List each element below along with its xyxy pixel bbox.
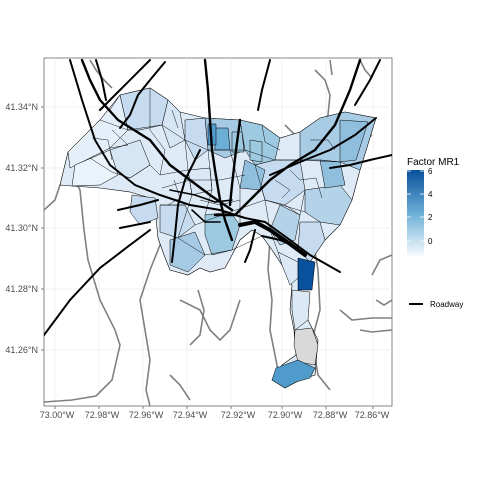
roadways [44, 58, 392, 336]
x-tick-label: 72.92°W [221, 410, 256, 420]
tract [214, 127, 231, 151]
legend-colorbar [407, 170, 424, 256]
y-tick-label: 41.30°N [5, 223, 38, 233]
x-tick-label: 72.86°W [355, 410, 390, 420]
y-tick-label: 41.34°N [5, 102, 38, 112]
x-tick-label: 72.94°W [173, 410, 208, 420]
x-tick-label: 72.96°W [129, 410, 164, 420]
y-tick-label: 41.26°N [5, 345, 38, 355]
legend-tick-label: 4 [428, 190, 433, 199]
tract [277, 251, 299, 286]
roadway-legend-label: Roadway [430, 300, 463, 309]
legend: Factor MR1 0 2 4 6 Roadway [407, 157, 463, 309]
y-tick-label: 41.32°N [5, 163, 38, 173]
legend-tick-label: 0 [428, 237, 433, 246]
tract [184, 117, 209, 161]
tract [291, 289, 311, 331]
x-tick-label: 72.98°W [85, 410, 120, 420]
legend-tick-label: 2 [428, 213, 433, 222]
axis-ticks [41, 106, 374, 409]
tract-lines [89, 88, 341, 256]
x-axis-labels: 73.00°W 72.98°W 72.96°W 72.94°W 72.92°W … [40, 410, 390, 420]
tract-na [293, 327, 319, 366]
y-axis-labels: 41.26°N 41.28°N 41.30°N 41.32°N 41.34°N [5, 102, 38, 355]
legend-title: Factor MR1 [407, 157, 460, 168]
x-tick-label: 72.88°W [313, 410, 348, 420]
tract [271, 359, 316, 389]
legend-tick-label: 6 [428, 167, 433, 176]
tract [249, 139, 263, 163]
x-tick-label: 72.90°W [268, 410, 303, 420]
tract [169, 231, 206, 273]
tract [297, 257, 316, 291]
x-tick-label: 73.00°W [40, 410, 75, 420]
y-tick-label: 41.28°N [5, 284, 38, 294]
